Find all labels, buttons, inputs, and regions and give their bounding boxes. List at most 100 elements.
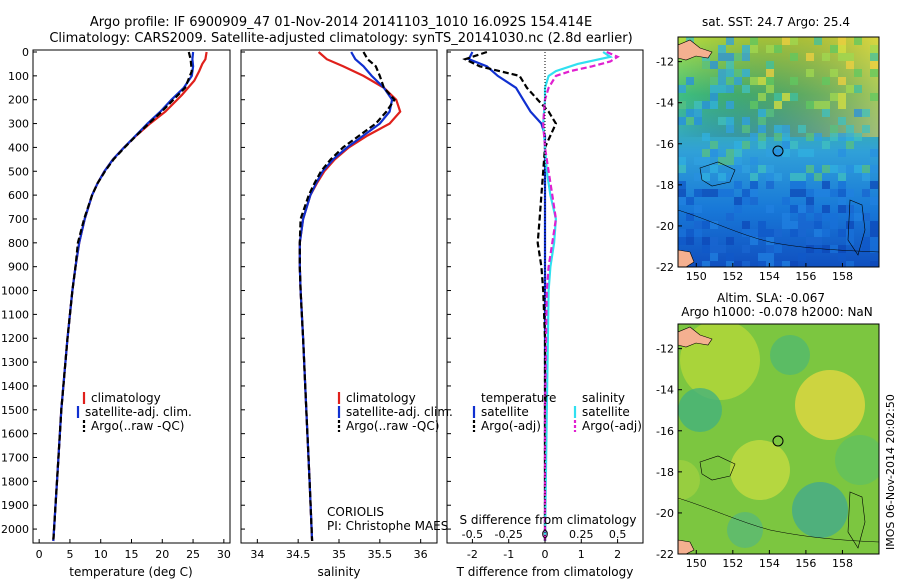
sst-pixel — [734, 157, 742, 165]
sst-pixel — [814, 245, 822, 253]
sst-pixel — [766, 205, 774, 213]
sst-pixel — [718, 85, 726, 93]
sst-pixel — [694, 205, 702, 213]
sla-anomaly-blob — [678, 460, 700, 500]
sst-pixel — [694, 109, 702, 117]
sst-pixel — [734, 149, 742, 157]
legend-title-temperature: temperature — [481, 391, 556, 405]
sst-pixel — [678, 165, 686, 173]
sst-pixel — [726, 237, 734, 245]
sst-pixel — [822, 109, 830, 117]
temperature-legend: climatology satellite-adj. clim. Argo(..… — [76, 391, 192, 433]
pi-label: PI: Christophe MAES — [327, 519, 448, 533]
sst-pixel — [806, 245, 814, 253]
sst-pixel — [838, 93, 846, 101]
sst-pixel — [822, 181, 830, 189]
sst-pixel — [790, 77, 798, 85]
x-tick-label-salinity: -0.25 — [494, 528, 522, 541]
sst-pixel — [862, 237, 870, 245]
sst-pixel — [742, 261, 750, 267]
sst-pixel — [806, 237, 814, 245]
y-tick-label: 300 — [8, 118, 29, 131]
difference-series — [462, 50, 620, 542]
sst-pixel — [766, 181, 774, 189]
sst-pixel — [686, 117, 694, 125]
series-line-temperature-argo-adj- — [462, 50, 558, 541]
sst-pixel — [782, 141, 790, 149]
map-x-tick-label: 152 — [722, 557, 743, 570]
x-tick-label: 5 — [66, 548, 73, 561]
sst-pixel — [814, 189, 822, 197]
sst-pixel — [822, 205, 830, 213]
sst-pixel — [742, 197, 750, 205]
sst-pixel — [862, 213, 870, 221]
sst-pixel — [718, 157, 726, 165]
coastline-left — [678, 326, 713, 348]
sst-pixel — [838, 181, 846, 189]
sst-pixel — [830, 189, 838, 197]
sst-pixel — [718, 173, 726, 181]
sst-pixel — [766, 69, 774, 77]
sst-pixel — [750, 173, 758, 181]
sst-pixel — [854, 109, 862, 117]
sst-pixel — [702, 101, 710, 109]
sst-pixel — [694, 189, 702, 197]
sst-pixel — [782, 133, 790, 141]
sst-pixel — [806, 69, 814, 77]
x-tick-label: 36 — [414, 548, 428, 561]
sst-pixel — [766, 237, 774, 245]
sst-pixel — [774, 229, 782, 237]
sst-pixel — [862, 245, 870, 253]
legend-satellite-label: satellite-adj. clim. — [85, 405, 192, 419]
sst-pixel — [726, 173, 734, 181]
sst-pixel — [838, 149, 846, 157]
map-y-tick-label: -22 — [656, 548, 674, 561]
y-tick-label: 1200 — [1, 332, 29, 345]
sst-pixel — [846, 53, 854, 61]
sst-pixel — [846, 61, 854, 69]
x-tick-label: 10 — [94, 548, 108, 561]
sst-pixel — [702, 157, 710, 165]
sst-pixel — [726, 149, 734, 157]
sst-pixel — [766, 245, 774, 253]
y-tick-label: 500 — [8, 165, 29, 178]
sst-pixel — [758, 141, 766, 149]
sst-pixel — [846, 229, 854, 237]
sst-pixel — [798, 253, 806, 261]
y-tick-label: 900 — [8, 261, 29, 274]
legend-climatology-label: climatology — [346, 391, 416, 405]
sst-pixel — [710, 221, 718, 229]
sst-pixel — [806, 189, 814, 197]
sst-pixel — [862, 165, 870, 173]
sst-pixel — [846, 205, 854, 213]
map-x-tick-label: 152 — [722, 270, 743, 283]
sst-pixel — [830, 93, 838, 101]
sst-pixel — [718, 45, 726, 53]
sst-pixel — [870, 149, 878, 157]
sst-pixel — [870, 181, 878, 189]
sst-pixel — [790, 221, 798, 229]
sst-pixel — [846, 221, 854, 229]
map-x-tick-label: 156 — [795, 270, 816, 283]
legend-s-argo-label: Argo(-adj) — [582, 419, 642, 433]
sst-pixel — [830, 69, 838, 77]
sst-pixel — [710, 253, 718, 261]
sst-pixel — [870, 221, 878, 229]
sst-pixel — [774, 133, 782, 141]
legend-argo-label: Argo(..raw -QC) — [91, 419, 184, 433]
sla-map-title: Altim. SLA: -0.067 — [717, 291, 825, 305]
salinity-xlabel: salinity — [317, 565, 360, 579]
argo-position-marker — [772, 145, 784, 157]
sst-pixel — [742, 141, 750, 149]
x-tick-label: 1 — [578, 548, 585, 561]
sst-pixel — [766, 261, 774, 267]
sst-pixel — [822, 77, 830, 85]
y-tick-label: 400 — [8, 141, 29, 154]
sst-pixel — [846, 141, 854, 149]
sst-pixel — [694, 221, 702, 229]
y-tick-label: 1100 — [1, 308, 29, 321]
series-line-salinity-satellite — [542, 51, 614, 542]
sst-pixel — [758, 93, 766, 101]
sst-pixel — [702, 221, 710, 229]
